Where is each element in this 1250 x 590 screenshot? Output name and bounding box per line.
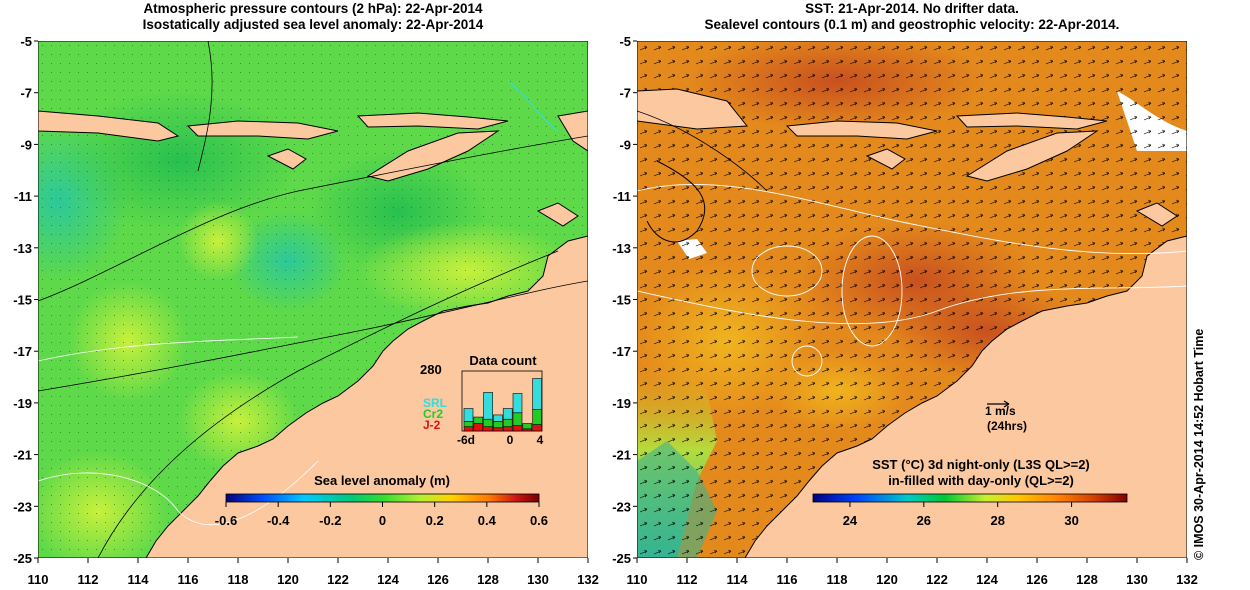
x-tick-label: 110 [28, 572, 49, 587]
x-tick-label: 118 [827, 572, 848, 587]
y-tick-label: -17 [13, 344, 32, 359]
x-tick-label: 112 [677, 572, 698, 587]
sla-tick-label: -0.6 [215, 513, 237, 528]
sla-tick-label: -0.2 [319, 513, 341, 528]
x-tick-label: 122 [327, 572, 349, 587]
x-tick-label: 120 [277, 572, 299, 587]
sst-colorbar [812, 493, 1128, 503]
y-tick-label: -21 [612, 448, 631, 463]
data-count-bar-srl [483, 392, 493, 420]
x-tick-label: 126 [427, 572, 449, 587]
data-count-bar-srl [493, 414, 503, 422]
left-title-line1: Atmospheric pressure contours (2 hPa): 2… [143, 1, 483, 16]
sea-level-anomaly-map: Sea level anomaly (m) -0.6 -0.4 -0.2 0 0.2 0.… [38, 41, 588, 558]
sst-velocity-map: 1 m/s (24hrs) SST (°C) 3d night-only (L3… [637, 41, 1187, 558]
velocity-key-value: 1 m/s [985, 404, 1016, 418]
sla-tick-label: 0.4 [478, 513, 497, 528]
x-tick-label: 128 [477, 572, 499, 587]
y-tick-label: -5 [20, 34, 32, 49]
sla-colorbar-label: Sea level anomaly (m) [314, 473, 450, 488]
velocity-key-period: (24hrs) [987, 419, 1027, 433]
sla-tick-label: 0.2 [426, 513, 444, 528]
y-tick-label: -15 [13, 293, 32, 308]
sst-tick-label: 30 [1064, 513, 1078, 528]
x-tick-label: 120 [876, 572, 898, 587]
data-count-bar-srl [532, 378, 542, 410]
x-tick-label: 116 [777, 572, 798, 587]
y-tick-label: -7 [20, 86, 32, 101]
sla-tick-label: 0.6 [530, 513, 548, 528]
data-count-bar-srl [512, 393, 523, 414]
y-tick-label: -25 [612, 551, 631, 566]
data-count-x-end: 4 [537, 433, 544, 447]
x-tick-label: 126 [1026, 572, 1048, 587]
data-count-bar-srl [502, 408, 513, 420]
y-tick-label: -19 [612, 396, 631, 411]
right-title-line2: Sealevel contours (0.1 m) and geostrophi… [704, 17, 1120, 32]
x-tick-label: 130 [1126, 572, 1148, 587]
x-tick-label: 130 [527, 572, 549, 587]
left-title-line2: Isostatically adjusted sea level anomaly… [142, 17, 484, 32]
y-tick-label: -5 [619, 34, 631, 49]
data-count-bar-cr2 [473, 416, 484, 424]
cr2-label: Cr2 [423, 407, 443, 421]
srl-label: SRL [423, 396, 447, 410]
y-tick-label: -9 [619, 137, 631, 152]
y-tick-label: -7 [619, 86, 631, 101]
y-tick-label: -23 [13, 499, 32, 514]
x-tick-label: 114 [727, 572, 749, 587]
sla-tick-label: -0.4 [267, 513, 290, 528]
y-tick-label: -23 [612, 499, 631, 514]
x-tick-label: 110 [627, 572, 648, 587]
y-tick-label: -19 [13, 396, 32, 411]
right-title-line1: SST: 21-Apr-2014. No drifter data. [805, 1, 1019, 16]
data-count-bar-srl [463, 408, 474, 422]
data-count-bar-cr2 [522, 423, 533, 430]
j2-label: J-2 [423, 418, 441, 432]
x-tick-label: 114 [128, 572, 150, 587]
x-tick-label: 118 [228, 572, 249, 587]
data-count-inset: Data count 280 SRL Cr2 J-2 -6d 0 4 [420, 353, 544, 447]
data-count-x-zero: 0 [507, 433, 514, 447]
x-tick-label: 124 [377, 572, 399, 587]
sst-colorbar-label-line1: SST (°C) 3d night-only (L3S QL>=2) [872, 457, 1090, 472]
y-tick-label: -21 [13, 448, 32, 463]
x-tick-label: 122 [926, 572, 948, 587]
x-tick-label: 132 [1176, 572, 1198, 587]
y-tick-label: -11 [613, 189, 631, 204]
sst-tick-label: 28 [990, 513, 1004, 528]
data-count-title: Data count [469, 353, 537, 368]
data-count-max-label: 280 [420, 362, 442, 377]
x-tick-label: 112 [78, 572, 99, 587]
y-tick-label: -13 [612, 241, 631, 256]
x-tick-label: 116 [178, 572, 199, 587]
imos-credit: © IMOS 30-Apr-2014 14:52 Hobart Time [1192, 328, 1206, 560]
sla-colorbar-ticks: -0.6 -0.4 -0.2 0 0.2 0.4 0.6 [215, 502, 548, 528]
y-tick-label: -25 [13, 551, 32, 566]
sst-tick-label: 24 [843, 513, 858, 528]
y-tick-label: -17 [612, 344, 631, 359]
x-tick-label: 128 [1076, 572, 1098, 587]
y-tick-label: -15 [612, 293, 631, 308]
velocity-key-arrow [987, 400, 1010, 408]
y-tick-label: -13 [13, 241, 32, 256]
x-tick-label: 124 [976, 572, 998, 587]
sst-colorbar-label-line2: in-filled with day-only (QL>=2) [888, 473, 1074, 488]
x-tick-label: 132 [577, 572, 599, 587]
sst-colorbar-ticks: 24 26 28 30 [843, 502, 1079, 528]
sst-tick-label: 26 [917, 513, 931, 528]
y-tick-label: -11 [14, 189, 32, 204]
sla-tick-label: 0 [379, 513, 386, 528]
data-count-x-start: -6d [457, 433, 475, 447]
y-tick-label: -9 [20, 137, 32, 152]
